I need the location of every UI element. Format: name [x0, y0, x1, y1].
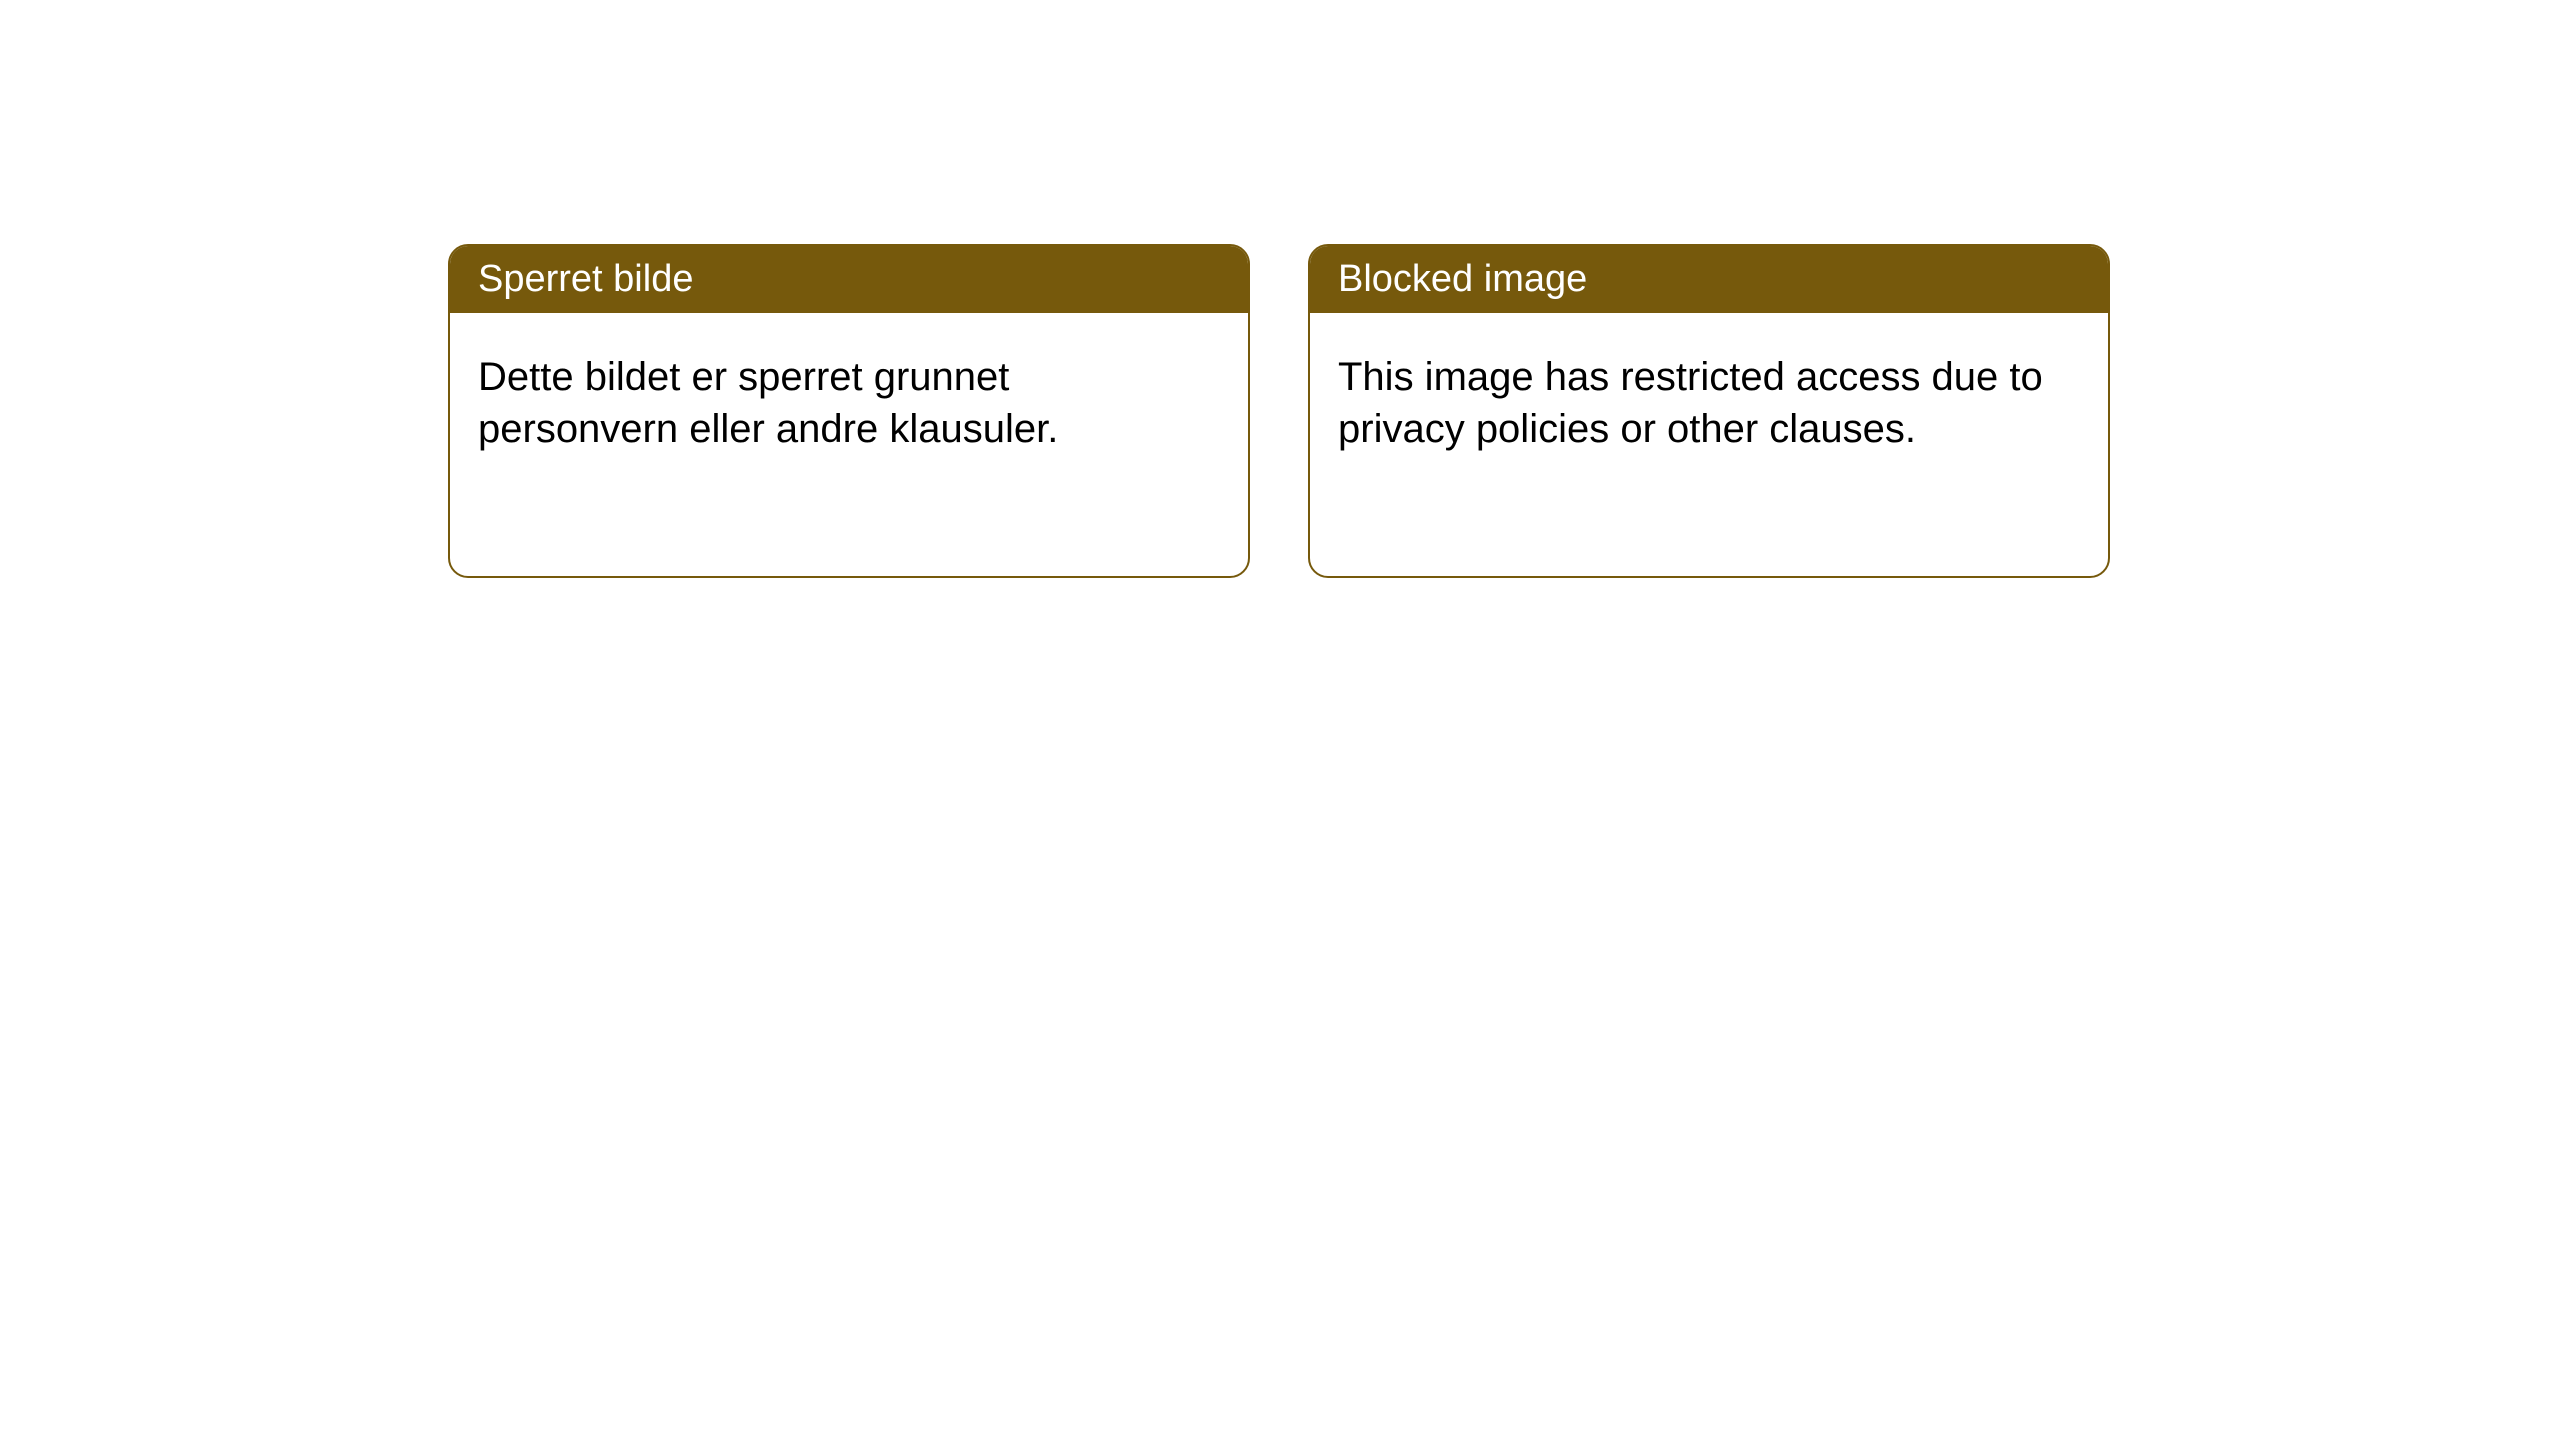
notice-cards-container: Sperret bilde Dette bildet er sperret gr…	[448, 244, 2110, 578]
notice-card-norwegian: Sperret bilde Dette bildet er sperret gr…	[448, 244, 1250, 578]
card-body: This image has restricted access due to …	[1310, 313, 2108, 493]
notice-card-english: Blocked image This image has restricted …	[1308, 244, 2110, 578]
card-header: Blocked image	[1310, 246, 2108, 313]
card-body: Dette bildet er sperret grunnet personve…	[450, 313, 1248, 493]
card-header: Sperret bilde	[450, 246, 1248, 313]
